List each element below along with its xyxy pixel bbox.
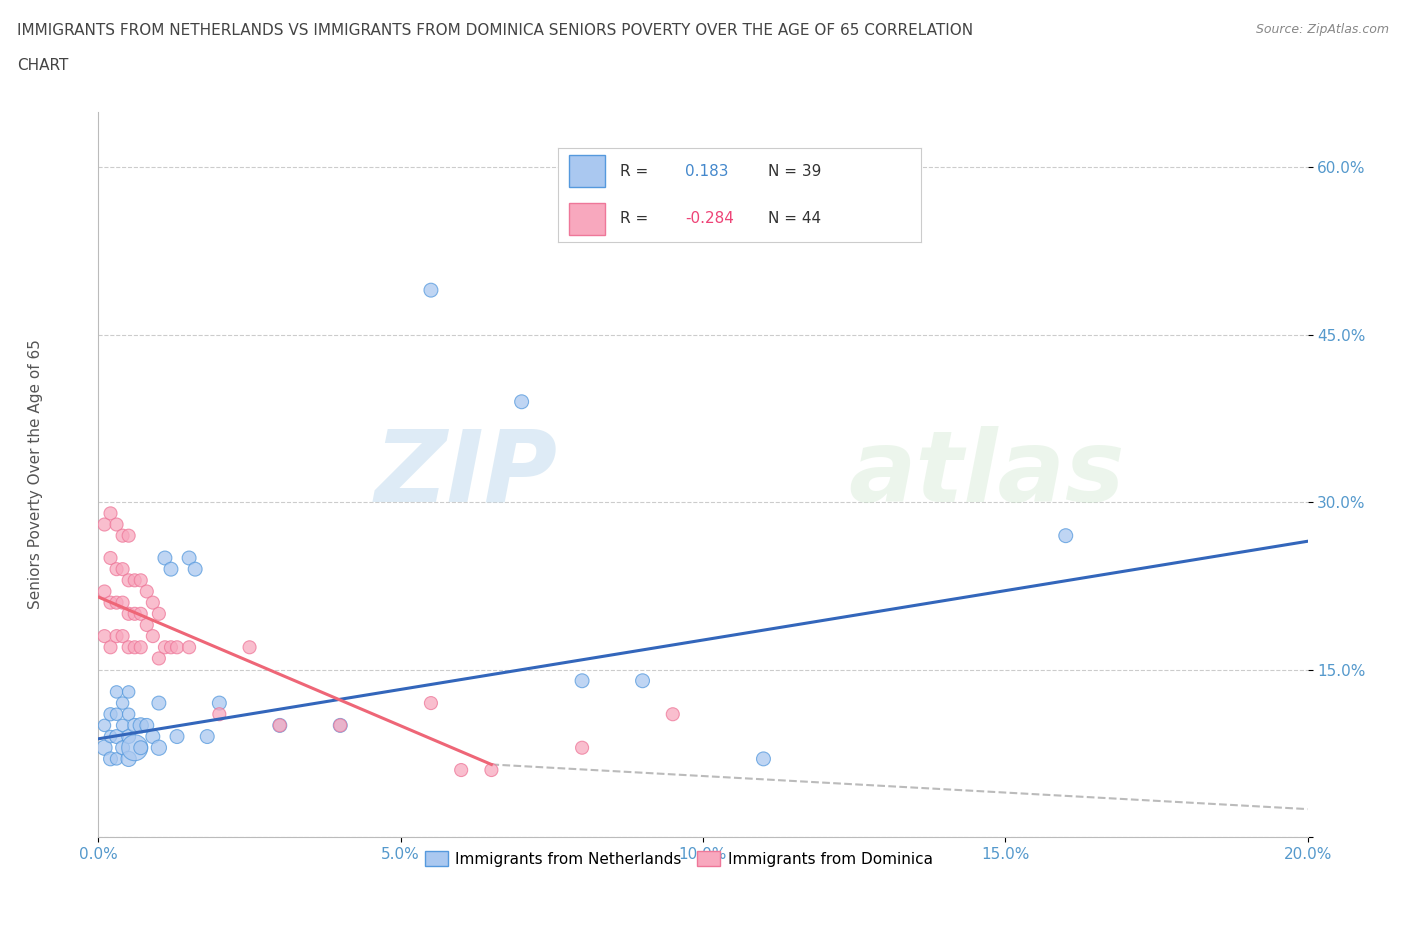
Y-axis label: Seniors Poverty Over the Age of 65: Seniors Poverty Over the Age of 65 xyxy=(28,339,42,609)
Point xyxy=(111,562,134,577)
Point xyxy=(195,729,218,744)
Point xyxy=(510,394,533,409)
Point xyxy=(129,740,152,755)
Point xyxy=(179,640,201,655)
Point xyxy=(153,640,176,655)
Point xyxy=(111,595,134,610)
Point xyxy=(118,640,141,655)
Point xyxy=(135,584,157,599)
Text: CHART: CHART xyxy=(17,58,69,73)
Point xyxy=(124,573,146,588)
Point xyxy=(124,718,146,733)
Point xyxy=(160,562,183,577)
Point xyxy=(111,718,134,733)
Point xyxy=(208,696,231,711)
Point xyxy=(142,629,165,644)
Point xyxy=(100,640,122,655)
Point xyxy=(239,640,262,655)
Point xyxy=(184,562,207,577)
Point xyxy=(124,640,146,655)
Point xyxy=(111,528,134,543)
Point xyxy=(118,707,141,722)
Point xyxy=(148,740,170,755)
Point xyxy=(93,629,115,644)
Point xyxy=(571,740,593,755)
Point xyxy=(148,606,170,621)
Text: atlas: atlas xyxy=(848,426,1125,523)
Point xyxy=(142,595,165,610)
Point xyxy=(118,729,141,744)
Point xyxy=(100,595,122,610)
Point xyxy=(135,618,157,632)
Point xyxy=(105,707,128,722)
Point xyxy=(269,718,291,733)
Point xyxy=(93,718,115,733)
Point xyxy=(111,696,134,711)
Point xyxy=(93,517,115,532)
Point xyxy=(179,551,201,565)
Point xyxy=(166,729,188,744)
Point xyxy=(571,673,593,688)
Point xyxy=(105,684,128,699)
Point xyxy=(100,506,122,521)
Point xyxy=(129,640,152,655)
Point xyxy=(105,562,128,577)
Point xyxy=(208,707,231,722)
Point xyxy=(329,718,352,733)
Point xyxy=(269,718,291,733)
Point xyxy=(129,606,152,621)
Point xyxy=(100,707,122,722)
Point xyxy=(148,651,170,666)
Point xyxy=(118,684,141,699)
Point xyxy=(111,740,134,755)
Point xyxy=(481,763,503,777)
Point xyxy=(118,751,141,766)
Point xyxy=(166,640,188,655)
Point xyxy=(93,740,115,755)
Point xyxy=(450,763,472,777)
Text: IMMIGRANTS FROM NETHERLANDS VS IMMIGRANTS FROM DOMINICA SENIORS POVERTY OVER THE: IMMIGRANTS FROM NETHERLANDS VS IMMIGRANT… xyxy=(17,23,973,38)
Point xyxy=(329,718,352,733)
Point xyxy=(100,551,122,565)
Point xyxy=(105,751,128,766)
Point xyxy=(118,573,141,588)
Point xyxy=(124,606,146,621)
Point xyxy=(100,729,122,744)
Point xyxy=(631,673,654,688)
Text: ZIP: ZIP xyxy=(375,426,558,523)
Point xyxy=(153,551,176,565)
Point xyxy=(105,629,128,644)
Point xyxy=(420,696,443,711)
Point xyxy=(135,718,157,733)
Point xyxy=(105,729,128,744)
Point xyxy=(129,573,152,588)
Legend: Immigrants from Netherlands, Immigrants from Dominica: Immigrants from Netherlands, Immigrants … xyxy=(419,844,939,873)
Point xyxy=(118,606,141,621)
Point xyxy=(124,740,146,755)
Point xyxy=(105,517,128,532)
Point xyxy=(118,528,141,543)
Point xyxy=(1054,528,1077,543)
Point xyxy=(129,718,152,733)
Point xyxy=(100,751,122,766)
Point xyxy=(111,629,134,644)
Point xyxy=(752,751,775,766)
Point xyxy=(105,595,128,610)
Point xyxy=(160,640,183,655)
Point xyxy=(661,707,683,722)
Text: Source: ZipAtlas.com: Source: ZipAtlas.com xyxy=(1256,23,1389,36)
Point xyxy=(420,283,443,298)
Point xyxy=(148,696,170,711)
Point xyxy=(142,729,165,744)
Point xyxy=(93,584,115,599)
